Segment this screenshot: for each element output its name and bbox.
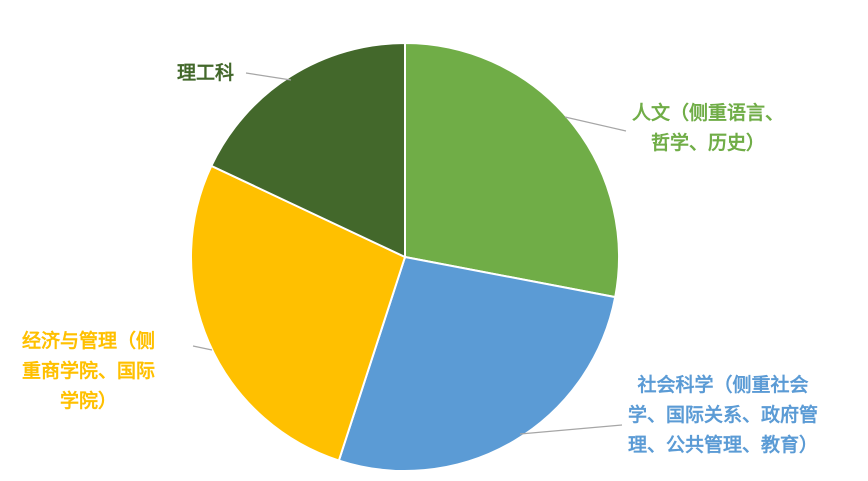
slice-label-line: 学院） [60, 390, 118, 412]
slice-label-line: 哲学、历史） [651, 132, 766, 154]
slice-label-social-sciences: 社会科学（侧重社会 学、国际关系、政府管 理、公共管理、教育） [628, 370, 818, 460]
slice-label-humanities: 人文（侧重语言、 哲学、历史） [632, 98, 784, 158]
leader-line-social-sciences [519, 424, 623, 435]
slice-label-economics-management: 经济与管理（侧 重商学院、国际 学院） [22, 326, 155, 416]
slice-label-line: 重商学院、国际 [22, 360, 156, 382]
slice-label-line: 学、国际关系、政府管 [628, 404, 819, 426]
leader-lines [192, 72, 627, 435]
slice-label-line: 人文（侧重语言、 [632, 102, 785, 124]
pie-slices [190, 41, 620, 472]
pie-slice-social-sciences [337, 255, 617, 472]
leader-line-economics-management [192, 345, 213, 351]
slice-label-science-engineering: 理工科 [177, 58, 234, 88]
leader-line-science-engineering [245, 72, 292, 81]
slice-label-line: 理、公共管理、教育） [628, 434, 819, 456]
slice-label-line: 经济与管理（侧 [22, 330, 156, 352]
pie-slice-humanities [404, 41, 620, 299]
slice-label-line: 社会科学（侧重社会 [637, 374, 809, 396]
leader-line-humanities [564, 116, 627, 132]
slice-label-line: 理工科 [177, 62, 235, 84]
pie-slice-science-engineering [210, 41, 406, 259]
pie-slice-economics-management [190, 164, 407, 462]
